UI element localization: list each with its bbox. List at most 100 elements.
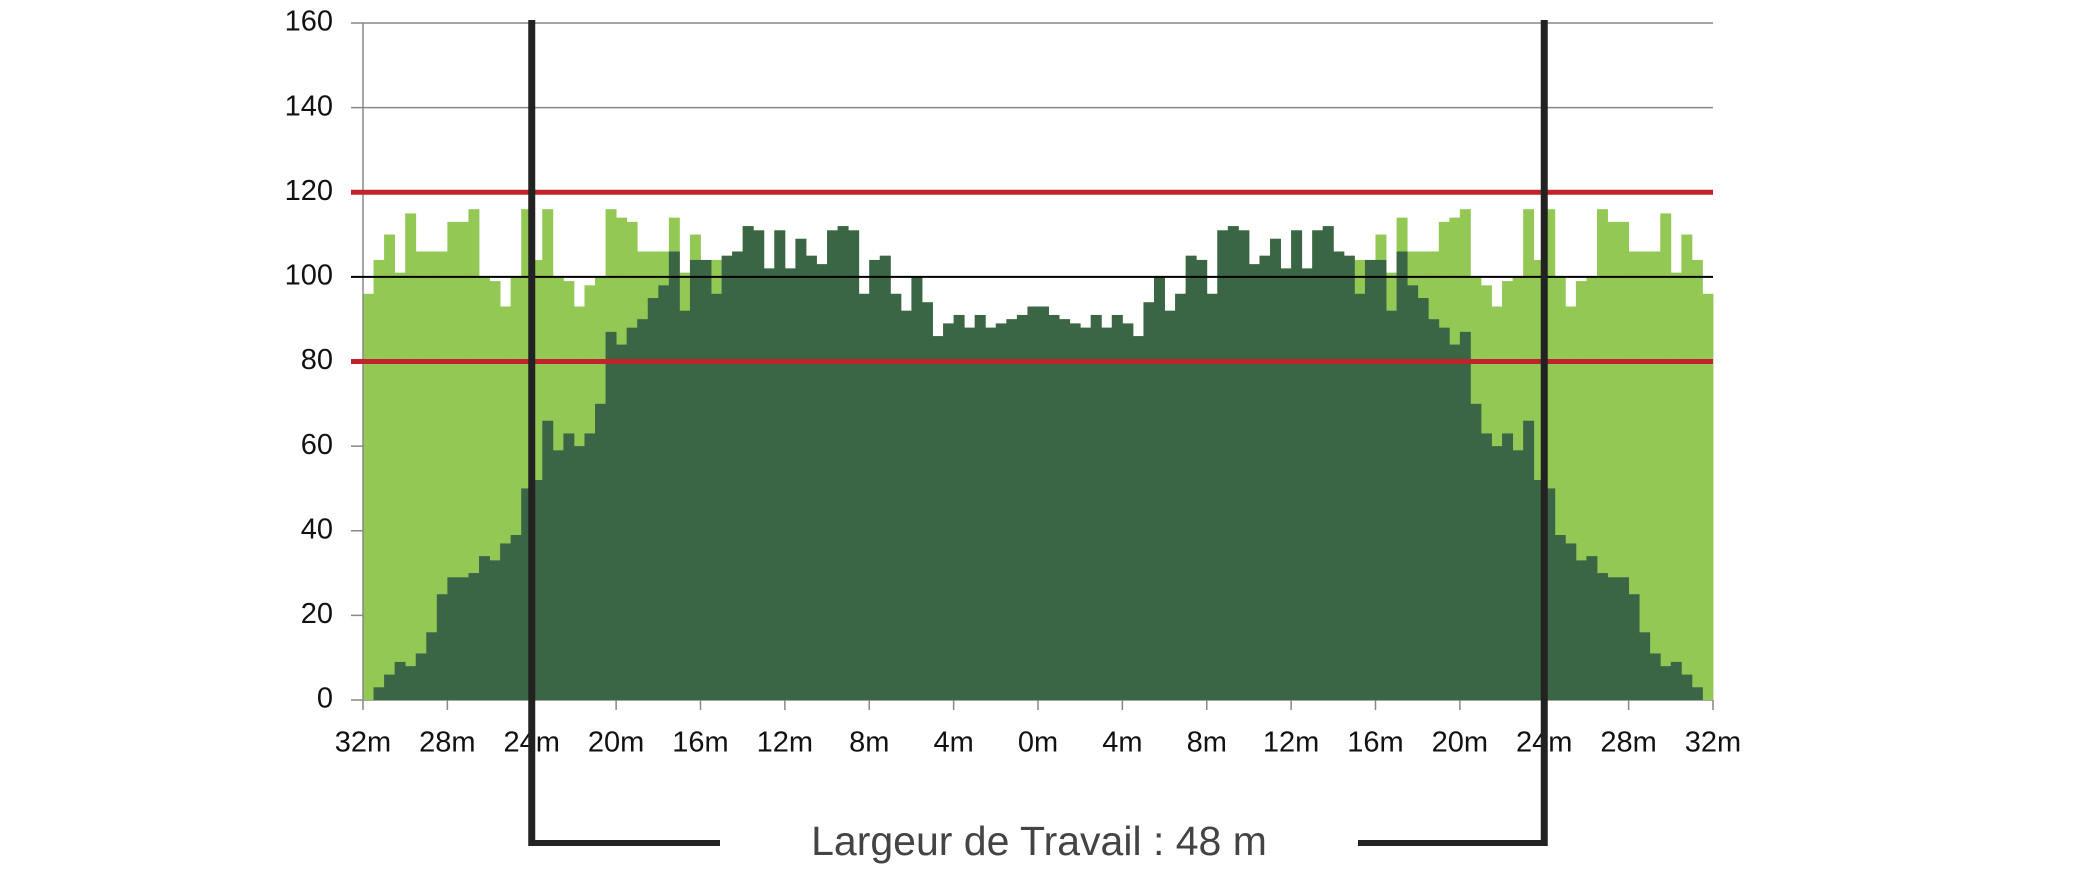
y-tick-label: 160 [285,6,333,38]
bar [900,310,912,700]
bar [911,276,923,700]
bar [405,666,417,700]
bar [995,323,1007,700]
bar [1702,293,1714,700]
bar [1217,230,1229,701]
bar [1649,251,1661,701]
bar [1649,653,1661,700]
bar [1459,331,1471,700]
x-tick-label: 0m [1018,727,1058,759]
bar [1227,226,1239,700]
bar [1491,446,1503,700]
bar [542,420,554,700]
bar [1575,560,1587,700]
bar [510,276,522,700]
bar [1016,314,1028,700]
bar [384,674,396,700]
bar [816,264,828,700]
x-tick-label: 16m [672,727,728,759]
bar [689,259,701,700]
bar [489,560,501,700]
bar [711,293,722,700]
bar [384,234,396,700]
y-tick-label: 20 [301,598,333,630]
bar [1027,306,1039,700]
bar [626,327,638,700]
x-tick-label: 32m [335,727,391,759]
bar [869,259,881,700]
bar [1470,403,1482,700]
bar [447,577,459,700]
bar [1428,319,1440,700]
bar [1618,577,1630,700]
bar [595,403,606,700]
bar [1006,319,1018,700]
bar [1059,319,1071,700]
bar [784,268,796,700]
bar [1111,314,1123,700]
bar [1480,433,1492,700]
bar [1343,255,1355,700]
y-tick-label: 80 [301,344,333,376]
bar [405,213,417,700]
bar [647,298,659,700]
bar [658,285,670,700]
bar [521,209,533,701]
bar [837,226,849,700]
bar [827,230,839,701]
annotation: Largeur de Travail : 48 m [811,818,1267,864]
bar [1607,577,1619,700]
bar [1670,272,1682,700]
bar [1038,306,1049,700]
bar [858,293,870,700]
bar [1322,226,1334,700]
bar [1122,323,1134,700]
bar [1206,293,1218,700]
bar [1607,221,1619,700]
bar [1502,433,1514,700]
bar [510,534,522,700]
bar [1417,298,1429,700]
bar [1185,255,1197,700]
bar [1660,213,1672,700]
bar [363,293,374,700]
bar [436,594,448,700]
x-tick-label: 20m [1432,727,1488,759]
bar [742,226,754,700]
x-tick-label: 28m [1600,727,1656,759]
bar [415,653,427,700]
bar [1449,344,1461,700]
bar [521,488,533,700]
bar [1375,259,1387,700]
y-tick-label: 0 [317,683,333,715]
bar [763,268,775,700]
bar [805,255,817,700]
bar [500,543,512,700]
x-tick-label: 20m [588,727,644,759]
bar [1670,661,1682,700]
bar [1196,259,1208,700]
bar [848,230,860,701]
bar [1291,230,1303,701]
bar [1407,285,1419,700]
bar [1628,594,1640,700]
bar [1681,674,1693,700]
x-tick-label: 12m [757,727,813,759]
bar [415,251,427,701]
bar [921,302,933,700]
bar [1660,666,1672,700]
bar [1069,323,1081,700]
bar [1080,327,1092,700]
bar [373,687,385,700]
bar [1164,310,1176,700]
y-tick-label: 100 [285,260,333,292]
bar [1523,420,1535,700]
bar [753,230,765,701]
y-tick-label: 140 [285,90,333,122]
bar [1333,251,1345,701]
x-tick-label: 16m [1347,727,1403,759]
bar [1175,293,1187,700]
bar [879,255,891,700]
